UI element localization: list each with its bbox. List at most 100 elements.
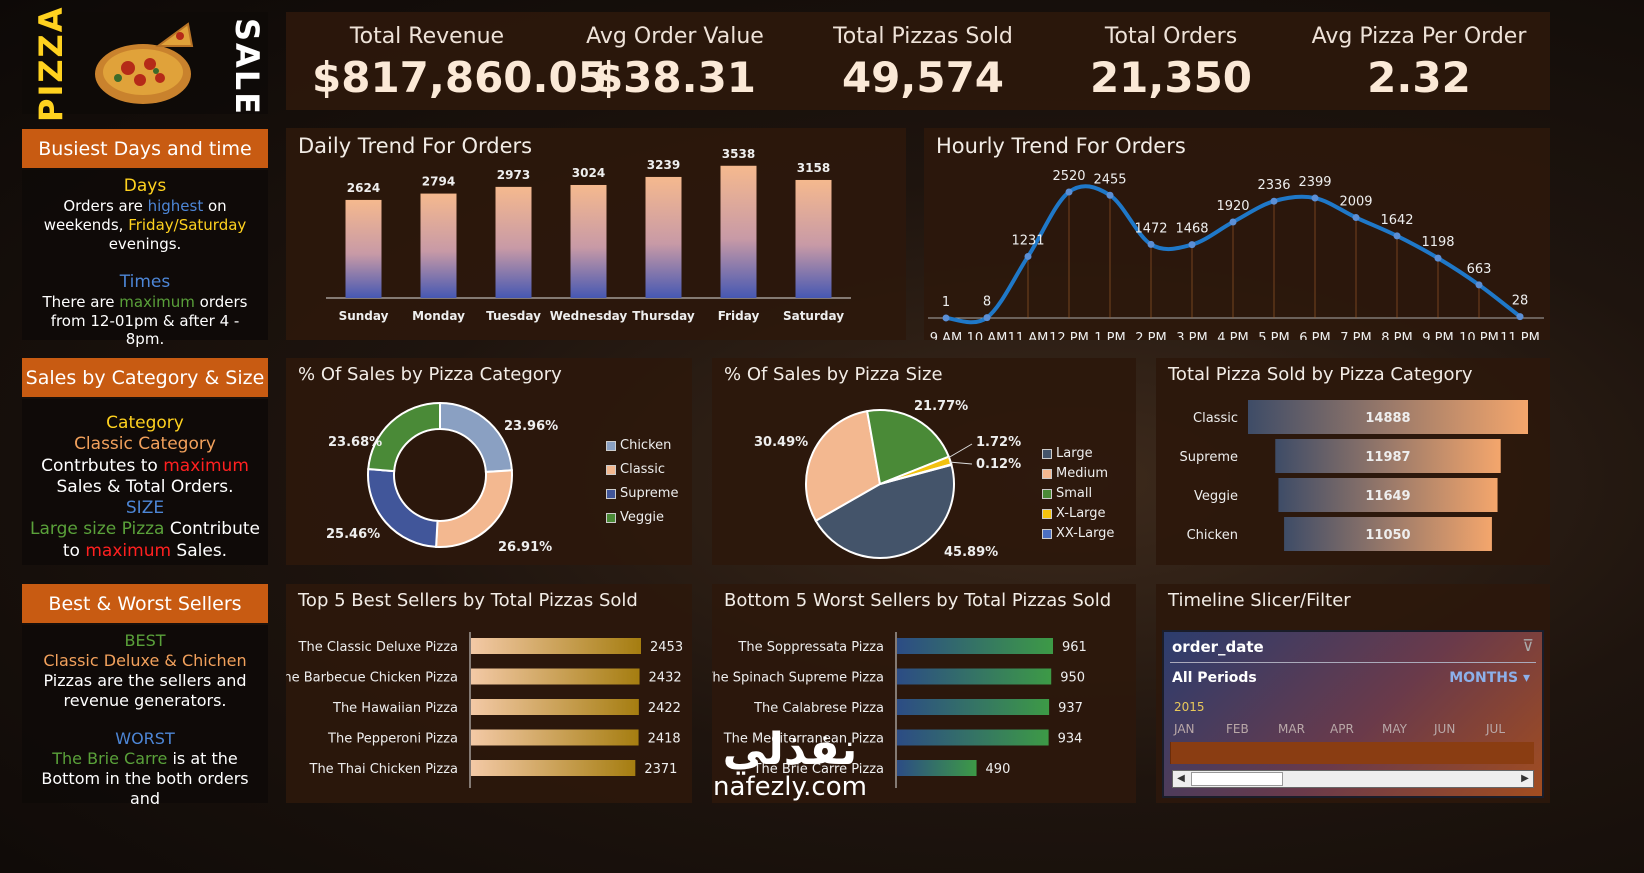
month-label[interactable]: MAY — [1382, 722, 1407, 736]
legend-item: Small — [1042, 486, 1114, 501]
data-label: 961 — [1062, 640, 1087, 655]
data-label: 2399 — [1298, 175, 1331, 190]
legend-swatch — [1042, 528, 1052, 539]
busiest-panel: Days Orders are highest on weekends, Fri… — [22, 170, 268, 348]
days-text: Orders are highest on weekends, Friday/S… — [43, 197, 247, 253]
data-point — [1147, 240, 1155, 248]
data-label: 14888 — [1365, 411, 1410, 426]
legend-item: Classic — [606, 462, 678, 477]
data-point — [1270, 197, 1278, 205]
timeline-panel: Timeline Slicer/Filter order_date ⊽ All … — [1156, 584, 1550, 803]
legend-swatch — [606, 464, 616, 475]
slice — [805, 409, 882, 523]
scroll-thumb[interactable] — [1191, 772, 1283, 786]
tick-label: Chicken — [1187, 528, 1238, 543]
data-label: 2009 — [1339, 195, 1372, 210]
timeline-slicer[interactable]: order_date ⊽ All Periods MONTHS ▾ 2015 J… — [1162, 630, 1544, 798]
month-label[interactable]: APR — [1330, 722, 1354, 736]
kpi-label: Total Pizzas Sold — [833, 24, 1013, 49]
pizza-icon — [95, 22, 194, 104]
best-text: Pizzas are the sellers and revenue gener… — [43, 671, 247, 710]
bar — [720, 165, 757, 298]
tick-label: Wednesday — [550, 309, 628, 323]
category-sub: Classic Category — [74, 434, 216, 455]
scroll-left-icon[interactable]: ◀ — [1177, 773, 1185, 784]
category-sold-title: Total Pizza Sold by Pizza Category — [1168, 364, 1473, 385]
month-label[interactable]: FEB — [1226, 722, 1249, 736]
data-label: 11987 — [1365, 450, 1410, 465]
bar — [471, 729, 639, 746]
month-label[interactable]: JAN — [1174, 722, 1195, 736]
bar — [897, 668, 1052, 685]
category-sold-panel: Total Pizza Sold by Pizza Category 14888… — [1156, 358, 1550, 565]
filter-clear-icon[interactable]: ⊽ — [1522, 636, 1534, 655]
leader-line — [948, 461, 973, 465]
slicer-unit-dropdown[interactable]: MONTHS ▾ — [1449, 670, 1530, 686]
data-label: 2422 — [648, 701, 681, 716]
data-label: 2336 — [1257, 178, 1290, 193]
data-label: 3158 — [797, 161, 830, 175]
tick-label: The Mediterranean Pizza — [723, 732, 884, 747]
data-label: 11649 — [1365, 489, 1410, 504]
month-label[interactable]: MAR — [1278, 722, 1305, 736]
data-label: 45.89% — [944, 545, 998, 560]
data-label: 2624 — [347, 181, 380, 195]
data-label: 1.72% — [976, 435, 1021, 450]
slicer-month-bar[interactable] — [1170, 742, 1534, 764]
data-label: 2432 — [649, 671, 682, 686]
leader-line — [947, 443, 973, 459]
tick-label: The Classic Deluxe Pizza — [298, 640, 458, 655]
kpi-label: Total Revenue — [349, 24, 505, 49]
kpi-revenue: Total Revenue $817,860.05 — [312, 24, 607, 102]
category-donut-chart: 23.96% 26.91% 25.46% 23.68% — [326, 401, 558, 555]
tick-label: 6 PM — [1299, 331, 1330, 340]
data-label: 11050 — [1365, 528, 1410, 543]
busiest-title: Busiest Days and time — [22, 129, 268, 168]
data-label: 8 — [983, 295, 991, 310]
data-label: 3538 — [722, 147, 755, 161]
scroll-right-icon[interactable]: ▶ — [1521, 773, 1529, 784]
month-label[interactable]: JUL — [1486, 722, 1506, 736]
watermark-arabic: نفذلي — [722, 724, 858, 775]
tick-label: 1 PM — [1094, 331, 1125, 340]
bar — [795, 179, 832, 298]
slicer-scrollbar[interactable]: ◀ ▶ — [1172, 770, 1534, 788]
hourly-trend-title: Hourly Trend For Orders — [936, 134, 1186, 158]
brand-panel: PIZZA SALE — [22, 5, 268, 122]
tick-label: 4 PM — [1217, 331, 1248, 340]
tick-label: The Pepperoni Pizza — [327, 732, 458, 747]
category-donut-panel: % Of Sales by Pizza Category 23.96% 26.91… — [286, 358, 692, 565]
tick-label: Saturday — [783, 309, 844, 323]
size-pie-panel: % Of Sales by Pizza Size 45.89% 30.49% 21.… — [712, 358, 1136, 565]
data-label: 1920 — [1216, 199, 1249, 214]
tick-label: 9 PM — [1422, 331, 1453, 340]
legend-swatch — [1042, 508, 1052, 519]
tick-label: The Calabrese Pizza — [753, 701, 884, 716]
data-label: 3239 — [647, 158, 680, 172]
bar — [471, 668, 640, 685]
watermark: نفذلي nafezly.com — [690, 724, 890, 803]
tick-label: Tuesday — [486, 309, 541, 323]
best-worst-title: Best & Worst Sellers — [22, 584, 268, 623]
month-label[interactable]: JUN — [1434, 722, 1456, 736]
best-sub: Classic Deluxe & Chichen — [43, 651, 247, 670]
tick-label: 3 PM — [1176, 331, 1207, 340]
daily-trend-title: Daily Trend For Orders — [298, 134, 533, 158]
slice — [367, 401, 441, 473]
best-sellers-panel: Top 5 Best Sellers by Total Pizzas Sold … — [286, 584, 692, 803]
data-point — [1188, 241, 1196, 249]
worst-sellers-chart: 961 The Soppressata Pizza 950 The Spinach S… — [712, 632, 1087, 788]
timeline-title: Timeline Slicer/Filter — [1168, 590, 1351, 611]
tick-label: Thursday — [632, 309, 695, 323]
kpi-value: 49,574 — [841, 53, 1005, 102]
bar — [471, 699, 639, 715]
bar — [471, 760, 636, 776]
data-label: 1 — [942, 295, 950, 310]
tick-label: The Spinach Supreme Pizza — [712, 671, 884, 686]
tick-label: 5 PM — [1258, 331, 1289, 340]
legend-swatch — [1042, 468, 1052, 479]
data-label: 950 — [1060, 671, 1085, 686]
data-label: 21.77% — [914, 399, 968, 414]
data-point — [1311, 194, 1319, 202]
tick-label: The Thai Chicken Pizza — [309, 762, 459, 777]
